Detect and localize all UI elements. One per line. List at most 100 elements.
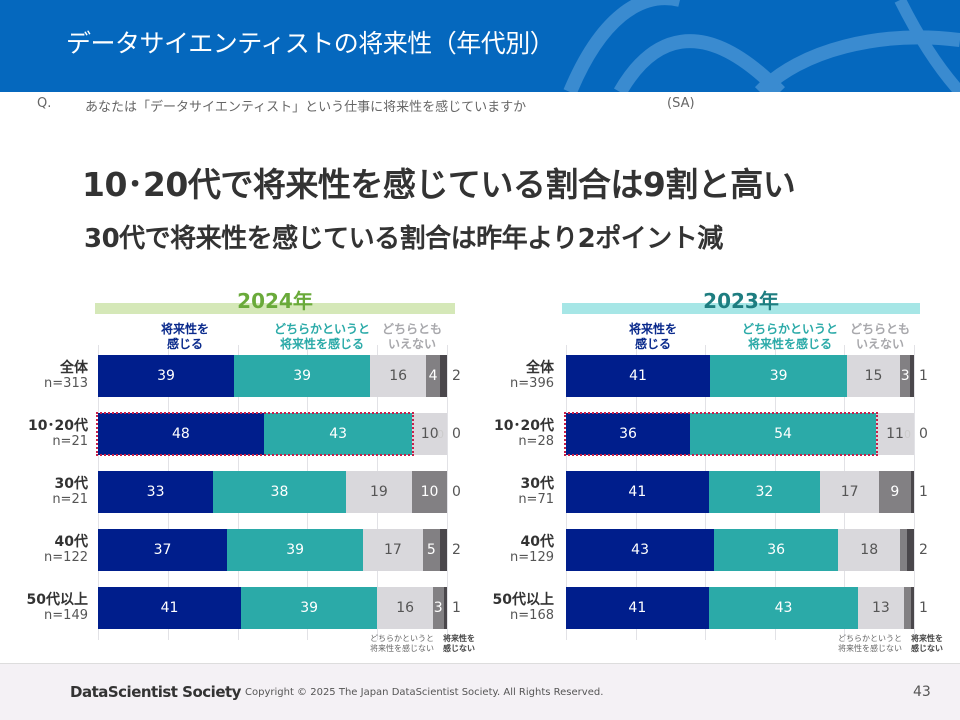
bar-segment: 13 bbox=[858, 587, 904, 629]
question-type: (SA) bbox=[667, 96, 695, 111]
row-label: 全体 n=396 bbox=[464, 360, 554, 392]
row-sample-size: n=313 bbox=[44, 376, 88, 391]
bar-segment: 17 bbox=[820, 471, 880, 513]
chart-title: 2024年 bbox=[237, 289, 313, 313]
legend-header-feel: 将来性を 感じる bbox=[628, 322, 677, 351]
copyright: Copyright © 2025 The Japan DataScientist… bbox=[245, 687, 604, 698]
bar-segment: 43 bbox=[566, 529, 715, 571]
bar-segment bbox=[440, 355, 447, 397]
bar-segment bbox=[910, 471, 914, 513]
header-banner: データサイエンティストの将来性（年代別） bbox=[0, 0, 960, 92]
gridline bbox=[914, 345, 915, 640]
bar-segment: 37 bbox=[98, 529, 228, 571]
row-group-label: 全体 bbox=[60, 360, 88, 376]
bar-segment: 10 bbox=[412, 413, 447, 455]
question-text: あなたは「データサイエンティスト」という仕事に将来性を感じていますか bbox=[85, 100, 527, 115]
bar-segment: 39 bbox=[241, 587, 378, 629]
bar-label-not-feel: 0 bbox=[919, 426, 928, 442]
bar-segment: 19 bbox=[345, 471, 413, 513]
bar-segment bbox=[443, 587, 447, 629]
row-label: 50代以上 n=168 bbox=[464, 592, 554, 624]
bar-segment: 39 bbox=[227, 529, 364, 571]
bar-segment: 48 bbox=[98, 413, 264, 455]
bar-label-not-feel: 2 bbox=[919, 542, 928, 558]
chart-2024: 2024年 将来性を 感じる どちらかというと 将来性を感じる どちらとも いえない 全体 n=… bbox=[0, 280, 480, 660]
bar-segment: 38 bbox=[213, 471, 346, 513]
row-label: 30代 n=71 bbox=[464, 476, 554, 508]
row-label: 30代 n=21 bbox=[0, 476, 88, 508]
bar-segment bbox=[440, 529, 447, 571]
row-sample-size: n=21 bbox=[52, 434, 88, 449]
footnote-somewhat-not: どちらかというと 将来性を感じない bbox=[838, 634, 902, 653]
row-sample-size: n=168 bbox=[510, 608, 554, 623]
legend-header-neither: どちらとも いえない bbox=[381, 322, 442, 351]
row-label: 10･20代 n=21 bbox=[0, 418, 88, 450]
bar-segment: 41 bbox=[566, 587, 709, 629]
bar-label-not-feel: 0 bbox=[452, 426, 461, 442]
bar-segment: 33 bbox=[98, 471, 214, 513]
chart-title: 2023年 bbox=[703, 289, 779, 313]
bar-segment: 39 bbox=[98, 355, 235, 397]
row-group-label: 10･20代 bbox=[494, 418, 554, 434]
row-group-label: 40代 bbox=[520, 534, 554, 550]
year-band bbox=[95, 303, 455, 314]
bar-segment: 43 bbox=[708, 587, 859, 629]
row-label: 40代 n=122 bbox=[0, 534, 88, 566]
row-sample-size: n=28 bbox=[518, 434, 554, 449]
brand-logo: DataScientist Society bbox=[70, 683, 241, 701]
bar-label-not-feel: 1 bbox=[919, 484, 928, 500]
bar-segment: 4 bbox=[426, 355, 440, 397]
bar-segment bbox=[910, 587, 914, 629]
footnote-somewhat-not: どちらかというと 将来性を感じない bbox=[370, 634, 434, 653]
row-group-label: 10･20代 bbox=[28, 418, 88, 434]
highlight-box bbox=[564, 412, 879, 456]
bar-segment: 15 bbox=[847, 355, 900, 397]
row-label: 40代 n=129 bbox=[464, 534, 554, 566]
row-label: 全体 n=313 bbox=[0, 360, 88, 392]
row-sample-size: n=71 bbox=[518, 492, 554, 507]
row-sample-size: n=129 bbox=[510, 550, 554, 565]
bar-segment: 41 bbox=[566, 471, 709, 513]
bar-segment: 11 bbox=[876, 413, 914, 455]
legend-header-feel: 将来性を 感じる bbox=[160, 322, 209, 351]
bar-segment: 41 bbox=[566, 355, 711, 397]
bar-segment: 3 bbox=[433, 587, 444, 629]
legend-header-somewhat: どちらかというと 将来性を感じる bbox=[741, 322, 838, 351]
bar-segment: 17 bbox=[363, 529, 423, 571]
footer: DataScientist Society Copyright © 2025 T… bbox=[0, 663, 960, 720]
bar-label-not-feel: 2 bbox=[452, 368, 461, 384]
page-title: データサイエンティストの将来性（年代別） bbox=[66, 29, 555, 58]
bar-segment: 41 bbox=[98, 587, 242, 629]
year-band bbox=[562, 303, 920, 314]
headline-2: 30代で将来性を感じている割合は昨年より2ポイント減 bbox=[84, 224, 723, 254]
row-group-label: 40代 bbox=[54, 534, 88, 550]
legend-header-neither: どちらとも いえない bbox=[849, 322, 910, 351]
footnote-not: 将来性を 感じない bbox=[443, 634, 475, 653]
bar-label-not-feel: 1 bbox=[452, 600, 461, 616]
legend-header-somewhat: どちらかというと 将来性を感じる bbox=[273, 322, 370, 351]
bar-segment: 39 bbox=[234, 355, 371, 397]
bar-label-not-feel: 1 bbox=[919, 600, 928, 616]
bar-label-not-feel: 2 bbox=[452, 542, 461, 558]
headline-1: 10･20代で将来性を感じている割合は9割と高い bbox=[82, 165, 796, 204]
bar-label-somewhat-not: 0 bbox=[437, 427, 444, 441]
bar-segment bbox=[900, 529, 908, 571]
chart-2023: 2023年 将来性を 感じる どちらかというと 将来性を感じる どちらとも いえない 全体 n=… bbox=[468, 280, 948, 660]
bar-label-not-feel: 0 bbox=[452, 484, 461, 500]
row-group-label: 50代以上 bbox=[26, 592, 88, 608]
bar-segment: 32 bbox=[708, 471, 821, 513]
bar-segment: 43 bbox=[263, 413, 413, 455]
page-number: 43 bbox=[913, 684, 931, 700]
highlight-box bbox=[96, 412, 415, 456]
row-sample-size: n=149 bbox=[44, 608, 88, 623]
bar-segment: 39 bbox=[710, 355, 848, 397]
row-sample-size: n=396 bbox=[510, 376, 554, 391]
bar-label-not-feel: 1 bbox=[919, 368, 928, 384]
bar-segment: 36 bbox=[566, 413, 691, 455]
bar-segment: 18 bbox=[838, 529, 901, 571]
bar-segment: 16 bbox=[377, 587, 434, 629]
bar-segment: 3 bbox=[899, 355, 911, 397]
row-label: 10･20代 n=28 bbox=[464, 418, 554, 450]
row-sample-size: n=122 bbox=[44, 550, 88, 565]
row-sample-size: n=21 bbox=[52, 492, 88, 507]
